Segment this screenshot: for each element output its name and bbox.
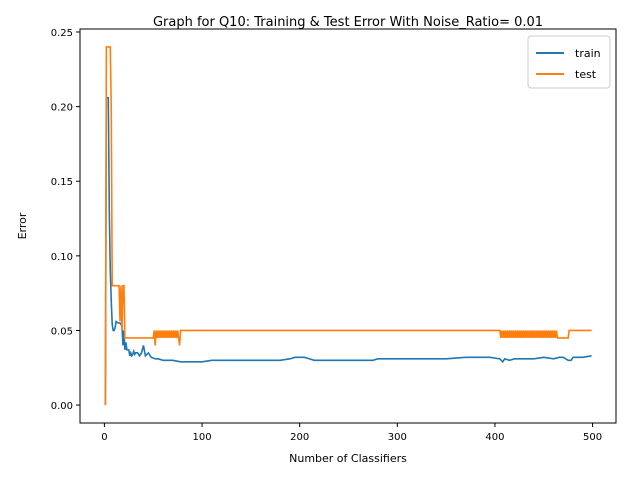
legend: train test xyxy=(527,35,611,89)
y-tick-label: 0.10 xyxy=(51,252,73,263)
series-line-test xyxy=(104,46,592,406)
x-axis-ticks: 0 100 200 300 400 500 xyxy=(101,423,602,443)
legend-label-train: train xyxy=(575,47,601,60)
y-tick-label: 0.15 xyxy=(51,177,73,188)
y-tick-label: 0.25 xyxy=(51,28,73,39)
x-tick-label: 0 xyxy=(101,432,107,443)
legend-box xyxy=(527,35,611,89)
series-layer xyxy=(104,46,592,406)
x-tick-label: 400 xyxy=(485,432,504,443)
y-axis-label: Error xyxy=(16,212,29,239)
axes-frame xyxy=(79,28,617,424)
x-tick-label: 500 xyxy=(583,432,602,443)
x-tick-label: 100 xyxy=(192,432,211,443)
y-tick-label: 0.20 xyxy=(51,103,73,114)
x-tick-label: 300 xyxy=(388,432,407,443)
y-tick-label: 0.05 xyxy=(51,326,73,337)
x-tick-label: 200 xyxy=(290,432,309,443)
y-axis-ticks: 0.00 0.05 0.10 0.15 0.20 0.25 xyxy=(51,28,80,412)
chart-title: Graph for Q10: Training & Test Error Wit… xyxy=(153,15,543,30)
legend-label-test: test xyxy=(575,68,597,81)
y-tick-label: 0.00 xyxy=(51,401,73,412)
x-axis-label: Number of Classifiers xyxy=(289,452,407,465)
